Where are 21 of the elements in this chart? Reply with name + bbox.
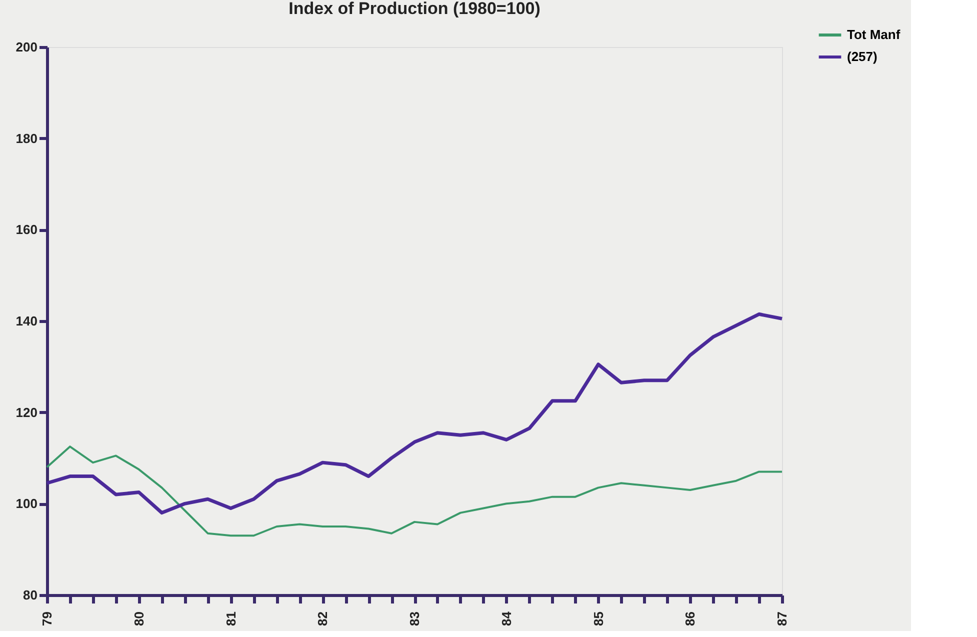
y-tick-label: 140 (16, 314, 38, 328)
x-tick-label: 81 (223, 612, 238, 626)
x-tick-label: 82 (315, 612, 330, 626)
x-tick-label: 85 (590, 612, 606, 626)
legend-label: Tot Manf (847, 27, 901, 42)
x-tick-label: 79 (40, 612, 54, 626)
y-tick-label: 200 (16, 40, 38, 54)
y-tick-label: 180 (16, 130, 38, 146)
y-tick-label: 160 (16, 222, 38, 238)
x-tick-label: 83 (407, 612, 422, 626)
y-tick-label: 100 (16, 496, 38, 512)
x-tick-label: 80 (131, 612, 146, 626)
x-tick-label: 86 (682, 612, 698, 626)
x-tick-label: 87 (774, 612, 790, 626)
legend-label: (257) (847, 49, 878, 64)
line-series (45, 312, 784, 515)
chart-title: Index of Production (1980=100) (288, 0, 540, 18)
y-tick-label: 120 (16, 404, 38, 420)
line-series (46, 446, 783, 537)
x-tick-label: 84 (498, 610, 514, 626)
y-tick-label: 80 (23, 588, 38, 602)
